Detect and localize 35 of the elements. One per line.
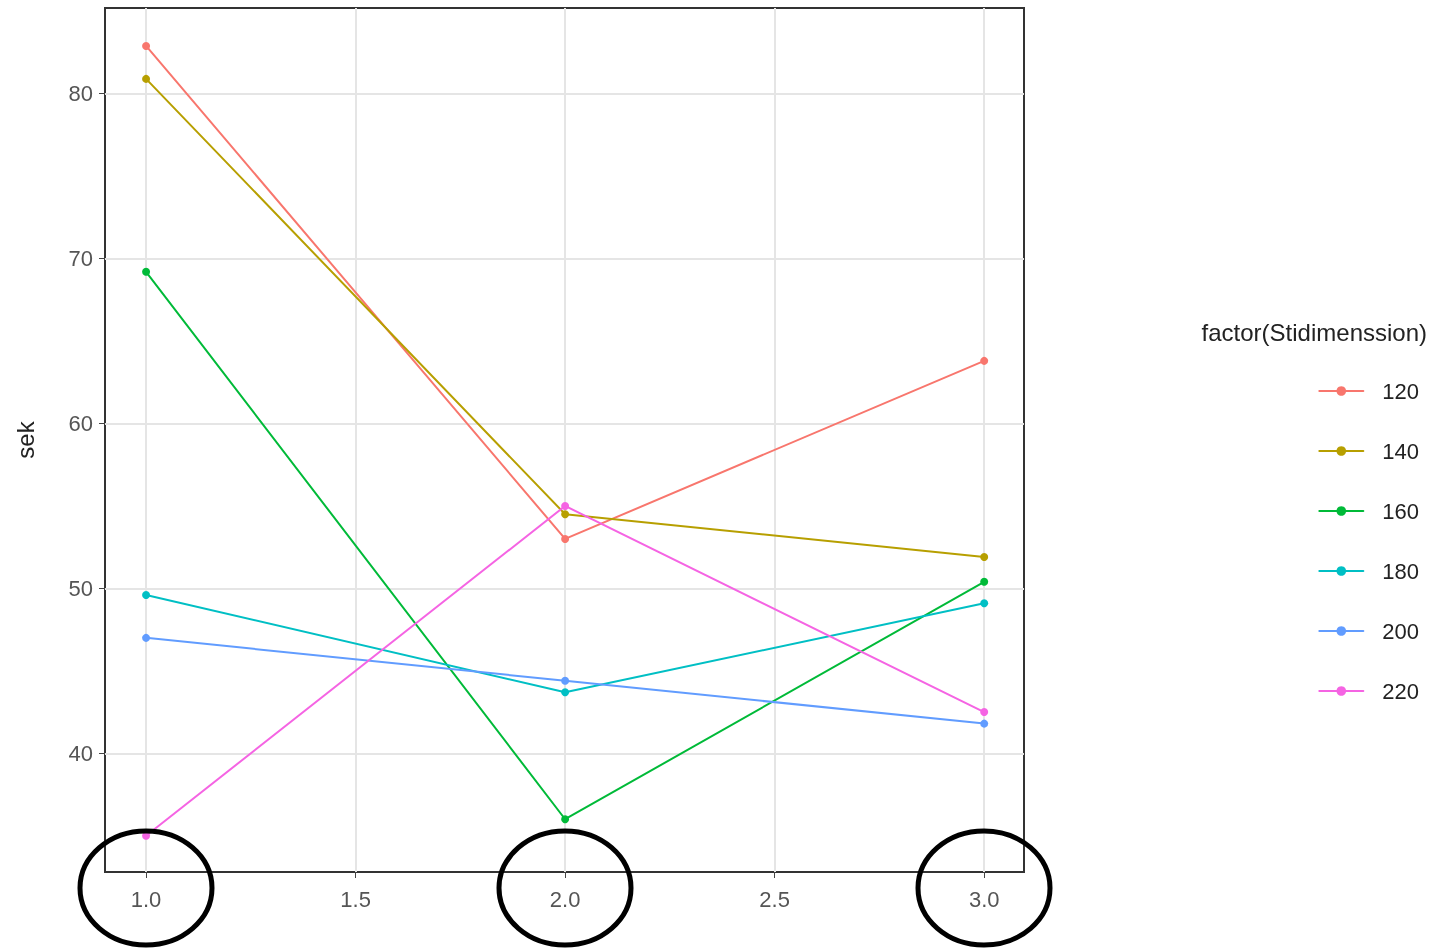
legend-label: 120 — [1382, 378, 1420, 404]
point — [980, 356, 989, 365]
x-tick-label: 2.5 — [759, 886, 790, 912]
point — [980, 577, 989, 586]
point — [980, 719, 989, 728]
y-tick-label: 50 — [68, 575, 93, 601]
legend-label: 200 — [1382, 618, 1420, 644]
legend-label: 220 — [1382, 678, 1420, 704]
point — [561, 676, 570, 685]
point — [980, 708, 989, 717]
y-tick-label: 40 — [68, 740, 93, 766]
x-tick-label: 1.5 — [340, 886, 371, 912]
point — [561, 688, 570, 697]
legend-label: 180 — [1382, 558, 1420, 584]
y-axis-title: sek — [11, 420, 39, 459]
point — [561, 501, 570, 510]
x-tick-label: 1.0 — [130, 886, 162, 912]
point — [142, 633, 151, 642]
point — [142, 590, 151, 599]
x-tick-label: 2.0 — [549, 886, 581, 912]
y-tick-label: 80 — [68, 81, 93, 107]
x-tick-label: 3.0 — [968, 886, 1000, 912]
point — [980, 599, 989, 608]
y-tick-label: 70 — [68, 246, 93, 272]
point — [561, 534, 570, 543]
point — [561, 510, 570, 519]
point — [142, 267, 151, 276]
legend-title: factor(Stidimenssion) — [1201, 318, 1428, 346]
point — [142, 74, 151, 83]
point — [142, 41, 151, 50]
legend-label: 160 — [1382, 498, 1420, 524]
point — [561, 815, 570, 824]
y-tick-label: 60 — [68, 411, 93, 437]
point — [980, 553, 989, 562]
legend-label: 140 — [1382, 438, 1420, 464]
